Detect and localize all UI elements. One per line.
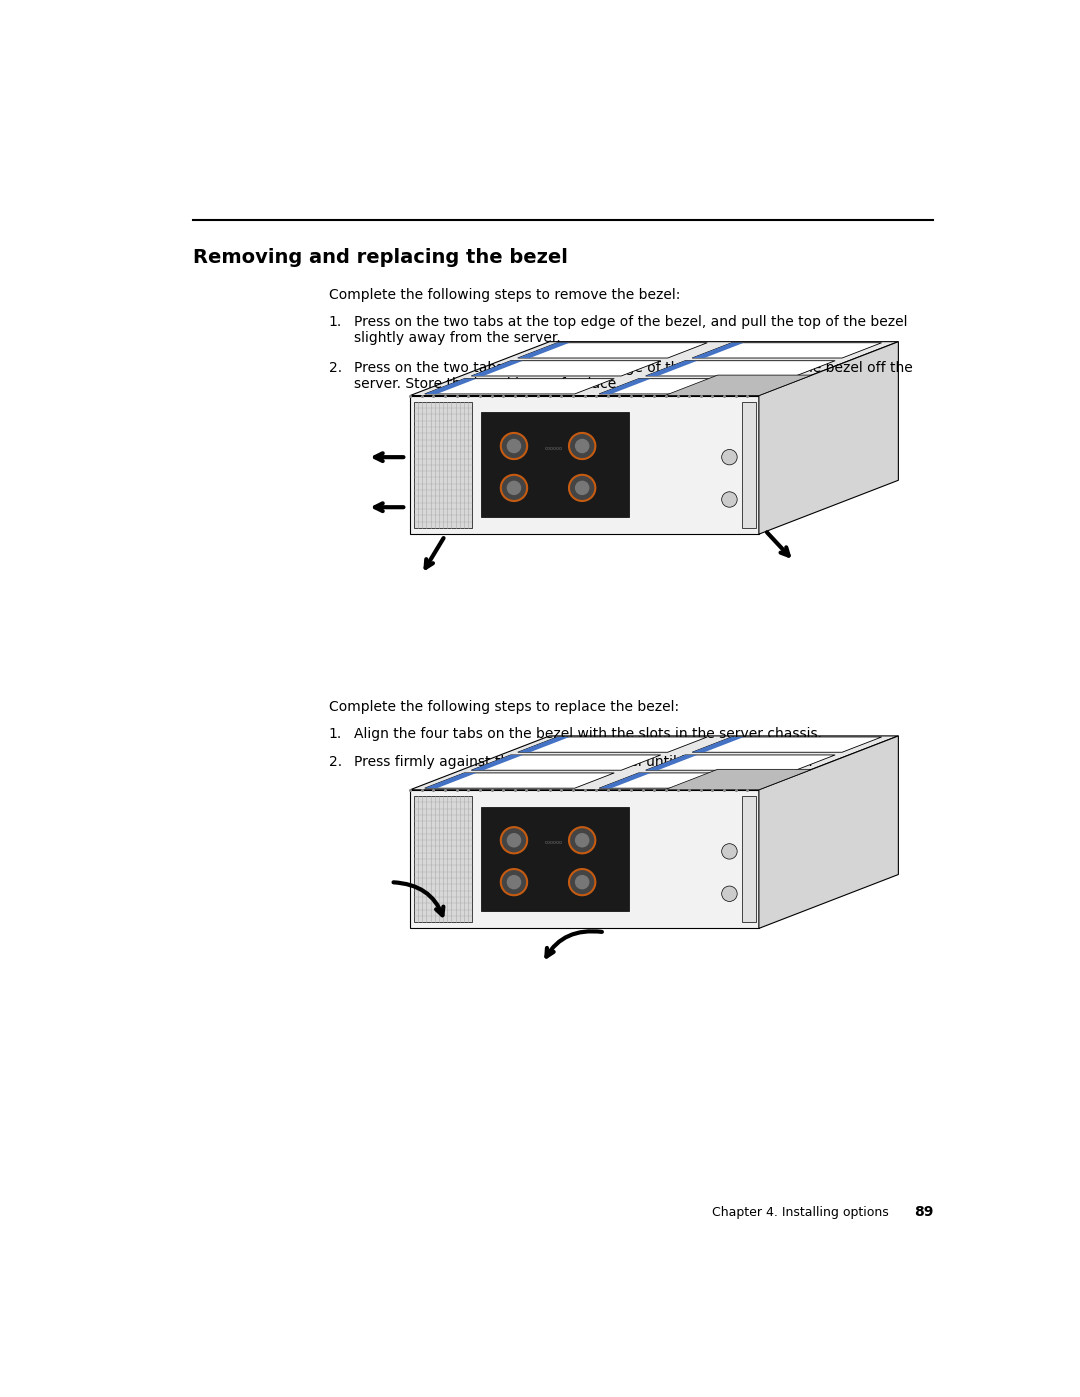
FancyBboxPatch shape: [482, 806, 629, 911]
Polygon shape: [692, 342, 744, 358]
Polygon shape: [692, 738, 744, 752]
Circle shape: [569, 827, 595, 854]
Polygon shape: [471, 754, 661, 770]
Text: oooooo: oooooo: [544, 840, 563, 845]
Polygon shape: [517, 738, 569, 752]
Circle shape: [569, 869, 595, 895]
Circle shape: [721, 492, 738, 507]
Text: Chapter 4. Installing options: Chapter 4. Installing options: [712, 1206, 889, 1218]
Polygon shape: [424, 773, 615, 788]
Circle shape: [508, 834, 521, 847]
Polygon shape: [424, 379, 476, 394]
Polygon shape: [410, 342, 899, 395]
Polygon shape: [759, 736, 899, 929]
Circle shape: [721, 450, 738, 465]
Circle shape: [576, 482, 589, 495]
Polygon shape: [646, 754, 698, 770]
Polygon shape: [424, 773, 476, 788]
FancyBboxPatch shape: [414, 402, 472, 528]
Polygon shape: [517, 738, 707, 752]
Polygon shape: [471, 754, 523, 770]
Circle shape: [576, 834, 589, 847]
Circle shape: [721, 844, 738, 859]
Polygon shape: [410, 395, 759, 534]
Circle shape: [501, 827, 527, 854]
Polygon shape: [517, 342, 707, 358]
Circle shape: [576, 440, 589, 453]
Polygon shape: [664, 770, 812, 789]
Circle shape: [508, 440, 521, 453]
Circle shape: [501, 475, 527, 502]
Circle shape: [508, 482, 521, 495]
Polygon shape: [599, 773, 651, 788]
Circle shape: [576, 876, 589, 888]
Text: Complete the following steps to remove the bezel:: Complete the following steps to remove t…: [328, 288, 680, 302]
Circle shape: [569, 433, 595, 460]
Circle shape: [501, 869, 527, 895]
Text: 1.: 1.: [328, 726, 342, 740]
Polygon shape: [410, 789, 759, 929]
Text: 89: 89: [914, 1204, 933, 1218]
Text: Removing and replacing the bezel: Removing and replacing the bezel: [193, 247, 568, 267]
Text: Align the four tabs on the bezel with the slots in the server chassis.: Align the four tabs on the bezel with th…: [353, 726, 822, 740]
Text: Complete the following steps to replace the bezel:: Complete the following steps to replace …: [328, 700, 679, 714]
Circle shape: [501, 433, 527, 460]
Polygon shape: [646, 360, 835, 376]
Polygon shape: [742, 796, 756, 922]
Polygon shape: [471, 360, 523, 376]
Polygon shape: [471, 360, 661, 376]
Polygon shape: [599, 379, 651, 394]
FancyBboxPatch shape: [482, 412, 629, 517]
Polygon shape: [599, 773, 788, 788]
Text: 2.: 2.: [328, 756, 342, 770]
Polygon shape: [759, 342, 899, 534]
Text: Press on the two tabs at the bottom edge of the bezel, and pull the bezel off th: Press on the two tabs at the bottom edge…: [353, 360, 913, 391]
Text: Press firmly against the front of the bezel until it snaps into place.: Press firmly against the front of the be…: [353, 756, 812, 770]
Circle shape: [508, 876, 521, 888]
Circle shape: [569, 475, 595, 502]
Text: 1.: 1.: [328, 314, 342, 328]
Circle shape: [721, 886, 738, 901]
Polygon shape: [599, 379, 788, 394]
Text: 2.: 2.: [328, 360, 342, 374]
Polygon shape: [410, 736, 899, 789]
Polygon shape: [692, 738, 881, 752]
Polygon shape: [664, 374, 812, 395]
FancyBboxPatch shape: [414, 796, 472, 922]
Text: oooooo: oooooo: [544, 446, 563, 451]
Polygon shape: [646, 360, 698, 376]
Polygon shape: [424, 379, 615, 394]
Text: Press on the two tabs at the top edge of the bezel, and pull the top of the beze: Press on the two tabs at the top edge of…: [353, 314, 907, 345]
Polygon shape: [517, 342, 569, 358]
Polygon shape: [692, 342, 881, 358]
Polygon shape: [742, 402, 756, 528]
Polygon shape: [646, 754, 835, 770]
